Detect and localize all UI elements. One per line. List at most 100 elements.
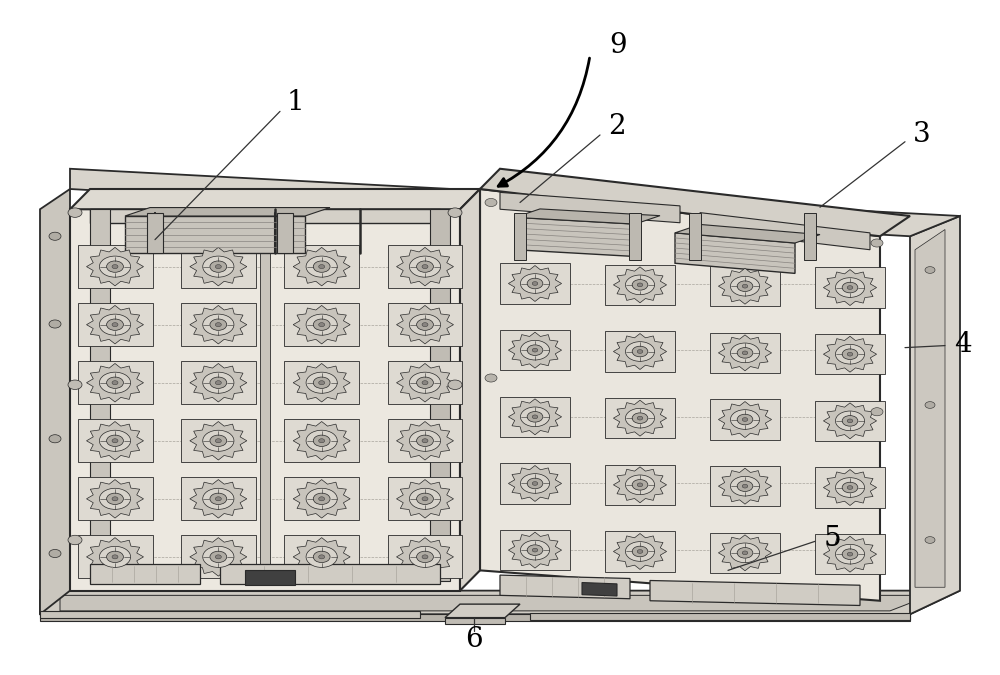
Circle shape [210,435,227,446]
Polygon shape [823,470,877,506]
Circle shape [527,545,543,556]
Circle shape [842,416,858,426]
Circle shape [107,493,123,504]
Circle shape [637,350,643,354]
Circle shape [842,482,858,493]
Circle shape [625,408,655,428]
Text: 3: 3 [913,122,931,148]
Circle shape [527,278,543,289]
Polygon shape [87,479,144,518]
Circle shape [313,493,330,504]
Circle shape [99,314,131,335]
Circle shape [520,540,550,560]
Circle shape [313,319,330,330]
Polygon shape [87,248,144,286]
Circle shape [520,340,550,360]
Circle shape [306,430,337,452]
Polygon shape [260,223,270,580]
Polygon shape [70,189,480,209]
Circle shape [319,381,325,385]
Polygon shape [710,400,780,439]
Polygon shape [284,535,359,578]
Circle shape [527,412,543,422]
Polygon shape [500,463,570,504]
Circle shape [409,488,441,510]
Polygon shape [815,267,885,308]
Polygon shape [284,477,359,520]
Circle shape [637,416,643,420]
Polygon shape [613,533,667,570]
Polygon shape [284,303,359,346]
Polygon shape [500,397,570,437]
Circle shape [99,546,131,568]
Polygon shape [445,604,520,618]
Circle shape [532,481,538,485]
Circle shape [107,551,123,562]
Circle shape [99,256,131,277]
Circle shape [203,546,234,568]
Polygon shape [910,216,960,614]
Circle shape [835,544,865,564]
Polygon shape [700,213,870,250]
Polygon shape [718,402,772,437]
Polygon shape [718,268,772,304]
Polygon shape [530,613,910,620]
Polygon shape [915,230,945,587]
Circle shape [107,319,123,330]
Circle shape [527,478,543,489]
Circle shape [847,352,853,356]
Polygon shape [87,537,144,576]
Circle shape [112,265,118,269]
Polygon shape [613,467,667,503]
Polygon shape [718,468,772,504]
Circle shape [632,279,648,290]
Polygon shape [815,534,885,574]
Circle shape [99,488,131,510]
Polygon shape [823,336,877,372]
Polygon shape [181,477,256,520]
Circle shape [313,551,330,562]
Circle shape [107,377,123,388]
Circle shape [306,372,337,394]
Polygon shape [181,245,256,288]
Polygon shape [293,479,350,518]
FancyArrowPatch shape [498,58,590,186]
Circle shape [520,273,550,294]
Circle shape [625,541,655,562]
Polygon shape [823,536,877,572]
Polygon shape [508,466,562,502]
Circle shape [99,372,131,394]
Polygon shape [190,306,247,344]
Polygon shape [190,421,247,460]
Polygon shape [125,208,330,216]
Polygon shape [60,595,930,611]
Polygon shape [40,614,910,621]
Circle shape [210,261,227,272]
Polygon shape [181,361,256,404]
Polygon shape [388,361,462,404]
Polygon shape [87,421,144,460]
Polygon shape [78,303,152,346]
Polygon shape [500,263,570,304]
Polygon shape [284,419,359,462]
Circle shape [68,535,82,545]
Circle shape [637,283,643,287]
Circle shape [742,484,748,488]
Polygon shape [480,189,880,601]
Polygon shape [190,248,247,286]
Circle shape [319,265,325,269]
Circle shape [730,276,760,296]
Circle shape [409,430,441,452]
Polygon shape [605,531,675,572]
Circle shape [215,439,221,443]
Text: 2: 2 [608,113,626,140]
Circle shape [306,314,337,335]
Circle shape [306,488,337,510]
Circle shape [625,342,655,361]
Circle shape [637,483,643,487]
Circle shape [742,551,748,555]
Polygon shape [710,333,780,373]
Circle shape [925,537,935,543]
Polygon shape [500,330,570,370]
Polygon shape [190,479,247,518]
